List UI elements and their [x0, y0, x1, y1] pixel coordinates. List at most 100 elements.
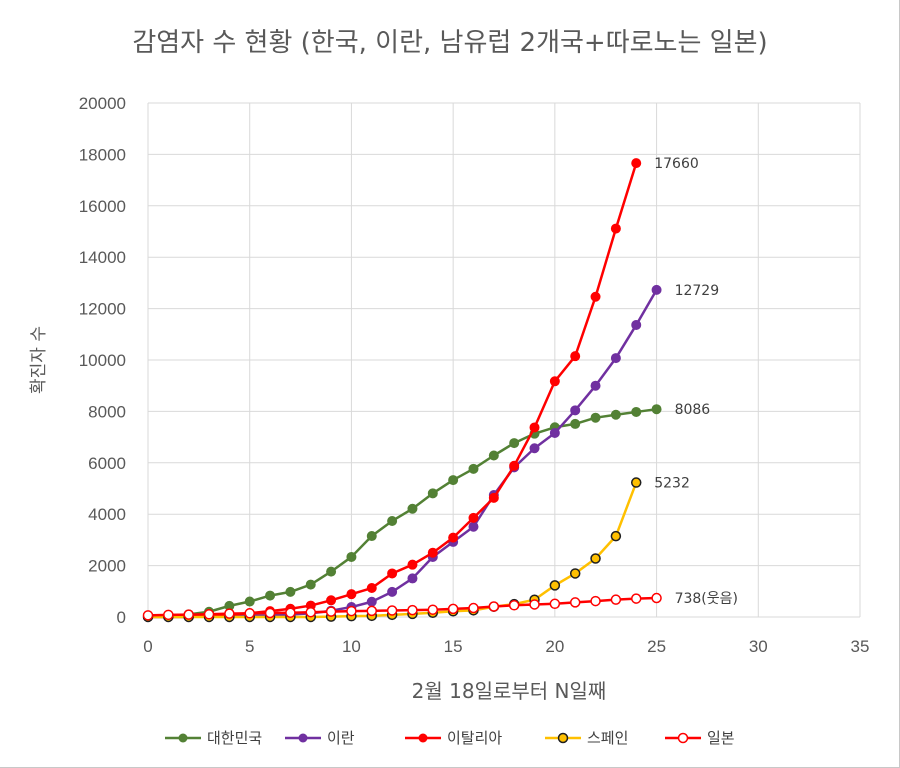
- data-point: [570, 405, 581, 416]
- data-point: [488, 492, 499, 503]
- data-point: [590, 380, 601, 391]
- data-point: [549, 376, 560, 387]
- data-point: [386, 605, 398, 616]
- data-point: [529, 443, 540, 454]
- data-point: [366, 596, 377, 607]
- data-point: [631, 319, 642, 330]
- data-point: [285, 607, 296, 619]
- data-point: [590, 412, 601, 423]
- data-point: [569, 597, 581, 608]
- legend-label: 일본: [707, 729, 735, 747]
- y-tick-label: 14000: [79, 248, 126, 267]
- data-point: [651, 592, 662, 604]
- data-point: [265, 590, 276, 601]
- data-point: [651, 404, 662, 415]
- data-point: [305, 606, 316, 618]
- data-point: [448, 532, 459, 543]
- legend-marker: [298, 733, 308, 743]
- data-point: [203, 609, 215, 620]
- data-point: [427, 604, 439, 615]
- data-point: [427, 547, 438, 558]
- end-data-label: 5232: [654, 476, 690, 492]
- data-point: [387, 515, 398, 526]
- x-tick-label: 35: [851, 637, 870, 656]
- data-point: [305, 579, 316, 590]
- x-tick-label: 25: [647, 637, 666, 656]
- x-tick-label: 30: [749, 637, 768, 656]
- data-point: [651, 284, 662, 295]
- data-point: [346, 551, 357, 562]
- y-tick-label: 18000: [79, 145, 126, 164]
- data-point: [590, 291, 601, 302]
- y-tick-label: 4000: [88, 505, 126, 524]
- data-point: [326, 595, 337, 606]
- data-point: [447, 603, 459, 615]
- y-tick-label: 6000: [88, 454, 126, 473]
- data-point: [610, 409, 621, 420]
- data-point: [387, 568, 398, 579]
- data-point: [488, 450, 499, 461]
- data-point: [346, 589, 357, 600]
- data-point: [183, 609, 194, 620]
- data-point: [325, 606, 337, 617]
- data-point: [366, 531, 377, 542]
- data-point: [427, 488, 438, 499]
- data-point: [631, 406, 642, 417]
- data-point: [407, 503, 418, 514]
- legend-marker: [677, 732, 689, 744]
- data-point: [285, 586, 296, 597]
- x-tick-label: 20: [545, 637, 564, 656]
- data-point: [570, 351, 581, 362]
- data-point: [630, 477, 642, 488]
- data-point: [366, 605, 378, 617]
- data-point: [407, 559, 418, 570]
- chart-title: 감염자 수 현황 (한국, 이란, 남유럽 2개국+따로노는 일본): [132, 28, 768, 58]
- data-point: [224, 608, 235, 619]
- y-tick-label: 8000: [88, 402, 126, 421]
- series-line-2: [148, 162, 638, 619]
- data-point: [346, 605, 357, 617]
- end-data-label: 17660: [654, 156, 699, 172]
- data-point: [244, 596, 255, 607]
- data-point: [631, 158, 642, 169]
- x-tick-label: 5: [245, 637, 254, 656]
- data-point: [610, 594, 622, 605]
- data-point: [610, 223, 621, 234]
- data-point: [569, 568, 581, 579]
- y-axis-label: 확진자 수: [29, 326, 49, 394]
- y-tick-label: 20000: [79, 94, 126, 113]
- data-point: [549, 427, 560, 438]
- data-point: [468, 463, 479, 474]
- data-point: [264, 607, 276, 619]
- data-point: [549, 580, 561, 591]
- data-point: [468, 512, 479, 523]
- x-tick-label: 0: [143, 637, 152, 656]
- x-tick-label: 15: [444, 637, 463, 656]
- data-point: [448, 475, 459, 486]
- data-point: [570, 418, 581, 429]
- legend-label: 이탈리아: [447, 729, 502, 747]
- data-point: [244, 608, 255, 619]
- x-tick-label: 10: [342, 637, 361, 656]
- y-tick-label: 10000: [79, 351, 126, 370]
- end-data-label: 12729: [675, 283, 720, 299]
- data-point: [630, 593, 642, 604]
- data-point: [407, 604, 418, 616]
- data-point: [590, 595, 601, 607]
- legend-label: 대한민국: [207, 729, 262, 747]
- data-point: [387, 586, 398, 597]
- data-point: [407, 573, 418, 584]
- legend-marker: [557, 732, 569, 744]
- data-point: [610, 353, 621, 364]
- end-data-label: 738(웃음): [675, 591, 738, 607]
- legend-marker: [418, 733, 428, 743]
- data-point: [509, 460, 520, 471]
- y-tick-label: 0: [117, 608, 126, 627]
- data-point: [529, 422, 540, 433]
- data-point: [488, 601, 500, 612]
- data-point: [590, 553, 601, 564]
- data-point: [529, 599, 540, 610]
- data-point: [163, 609, 174, 621]
- data-point: [549, 598, 561, 610]
